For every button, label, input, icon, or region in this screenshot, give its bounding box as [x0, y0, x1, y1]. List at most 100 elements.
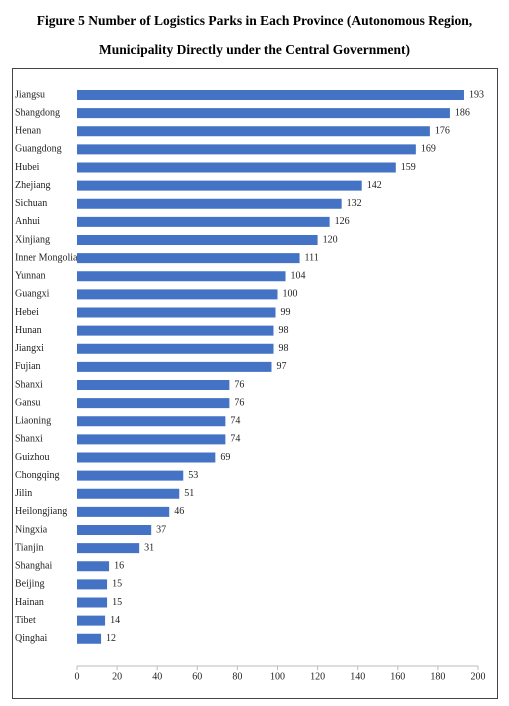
value-label: 159	[401, 162, 416, 173]
value-label: 120	[323, 234, 338, 245]
x-tick-label: 0	[75, 671, 80, 682]
y-tick-label: Zhejiang	[15, 180, 51, 191]
value-label: 76	[234, 379, 244, 390]
y-tick-label: Anhui	[15, 216, 40, 227]
value-label: 37	[156, 524, 166, 535]
value-label: 176	[435, 126, 450, 137]
x-tick-label: 140	[350, 671, 365, 682]
y-tick-label: Guangdong	[15, 144, 62, 155]
bar	[77, 561, 110, 572]
value-label: 46	[174, 506, 184, 517]
bar	[77, 434, 226, 445]
y-tick-label: Henan	[15, 126, 41, 137]
bar	[77, 380, 230, 390]
value-label: 76	[234, 397, 244, 408]
value-label: 69	[220, 452, 230, 463]
value-label: 126	[335, 216, 350, 227]
y-tick-label: Yunnan	[15, 271, 46, 282]
value-label: 132	[347, 198, 362, 209]
y-tick-label: Shanghai	[15, 561, 52, 572]
bar	[77, 198, 342, 209]
bar	[77, 108, 450, 119]
value-label: 100	[283, 289, 298, 300]
bar	[77, 506, 170, 517]
bar	[77, 307, 276, 318]
bar	[77, 597, 108, 608]
bar	[77, 271, 286, 282]
y-tick-label: Inner Mongolia	[15, 252, 78, 263]
chart-title: Figure 5 Number of Logistics Parks in Ea…	[36, 13, 473, 57]
value-label: 193	[469, 89, 484, 100]
bar	[77, 90, 464, 100]
value-label: 97	[276, 361, 286, 372]
value-label: 186	[455, 107, 470, 118]
bar	[77, 452, 216, 463]
y-tick-label: Tibet	[15, 615, 36, 626]
value-label: 12	[106, 633, 116, 644]
bar	[77, 470, 184, 481]
frame	[12, 68, 498, 699]
y-tick-label: Heilongjiang	[15, 506, 67, 517]
bar	[77, 162, 396, 173]
y-tick-label: Ningxia	[15, 524, 48, 535]
y-tick-label: Guangxi	[15, 289, 50, 300]
value-label: 51	[184, 488, 194, 499]
y-tick-label: Shangdong	[15, 107, 60, 118]
y-tick-label: Jiangsu	[15, 89, 45, 100]
x-tick-label: 100	[270, 671, 285, 682]
value-label: 31	[144, 542, 154, 553]
x-tick-label: 20	[112, 671, 122, 682]
y-tick-label: Jilin	[15, 488, 32, 499]
value-label: 169	[421, 144, 436, 155]
y-tick-label: Shanxi	[15, 379, 43, 390]
bar	[77, 361, 272, 372]
bar	[77, 126, 430, 137]
x-tick-label: 160	[390, 671, 405, 682]
y-tick-label: Hubei	[15, 162, 40, 173]
y-tick-label: Hainan	[15, 597, 44, 608]
y-tick-label: Hunan	[15, 325, 42, 336]
value-label: 99	[280, 307, 290, 318]
value-label: 74	[230, 416, 240, 427]
x-tick-label: 180	[430, 671, 445, 682]
bar	[77, 543, 140, 554]
y-tick-label: Gansu	[15, 397, 41, 408]
value-label: 53	[188, 470, 198, 481]
y-tick-label: Chongqing	[15, 470, 59, 481]
x-tick-label: 120	[310, 671, 325, 682]
y-tick-label: Liaoning	[15, 416, 51, 427]
y-tick-label: Hebei	[15, 307, 39, 318]
y-tick-label: Jiangxi	[15, 343, 44, 354]
y-tick-label: Tianjin	[15, 542, 44, 553]
x-tick-label: 40	[152, 671, 162, 682]
value-label: 98	[278, 343, 288, 354]
value-label: 104	[291, 271, 306, 282]
value-label: 14	[110, 615, 120, 626]
bar	[77, 398, 230, 409]
bar	[77, 235, 318, 245]
y-tick-label: Shanxi	[15, 434, 43, 445]
y-tick-label: Sichuan	[15, 198, 47, 209]
value-label: 15	[112, 597, 122, 608]
bar	[77, 325, 274, 336]
bar	[77, 416, 226, 427]
bar	[77, 633, 102, 644]
y-tick-label: Xinjiang	[15, 234, 50, 245]
y-tick-label: Fujian	[15, 361, 41, 372]
bar	[77, 343, 274, 354]
x-tick-label: 200	[471, 671, 486, 682]
bar	[77, 615, 106, 626]
bar	[77, 289, 278, 300]
value-label: 16	[114, 561, 124, 572]
value-label: 142	[367, 180, 382, 191]
x-tick-label: 60	[192, 671, 202, 682]
y-tick-label: Beijing	[15, 579, 44, 590]
bar	[77, 579, 108, 590]
x-tick-label: 80	[232, 671, 242, 682]
y-tick-label: Qinghai	[15, 633, 47, 644]
bar	[77, 180, 362, 191]
bar	[77, 144, 416, 155]
bar	[77, 525, 152, 535]
